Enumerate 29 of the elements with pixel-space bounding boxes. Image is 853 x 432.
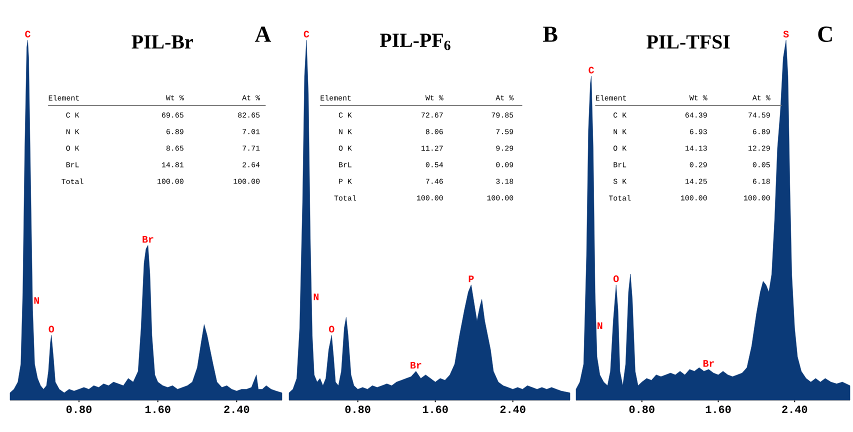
annotation: B xyxy=(543,26,558,42)
annotation: Br xyxy=(142,236,154,243)
annotation: C xyxy=(304,30,310,38)
x-tick-label: 2.40 xyxy=(500,406,526,414)
x-tick-label: 2.40 xyxy=(782,406,808,414)
annotation: Br xyxy=(410,362,422,369)
chart-title: PIL-Br xyxy=(132,35,193,49)
annotation: C xyxy=(25,30,30,38)
chart-title: PIL-TFSI xyxy=(646,35,730,49)
x-tick-label: 0.80 xyxy=(345,406,370,414)
annotation: O xyxy=(48,326,54,333)
annotation: N xyxy=(314,294,318,300)
annotation: N xyxy=(598,322,602,329)
annotation: C xyxy=(588,66,594,74)
annotation: N xyxy=(34,297,39,304)
x-tick-label: 0.80 xyxy=(66,406,92,414)
x-tick-label: 1.60 xyxy=(706,406,731,414)
annotation: P xyxy=(468,276,474,282)
annotation: A xyxy=(254,26,272,42)
annotation: S xyxy=(783,30,789,38)
x-tick-label: 2.40 xyxy=(224,406,250,414)
annotation: Br xyxy=(703,360,714,367)
x-tick-label: 0.80 xyxy=(629,406,654,414)
annotation: C xyxy=(818,26,832,42)
annotation: O xyxy=(613,275,619,282)
x-tick-label: 1.60 xyxy=(145,406,170,414)
annotation: O xyxy=(329,326,334,333)
chart-title: PIL-PF$_{6}$ xyxy=(380,34,450,50)
x-tick-label: 1.60 xyxy=(422,406,448,414)
